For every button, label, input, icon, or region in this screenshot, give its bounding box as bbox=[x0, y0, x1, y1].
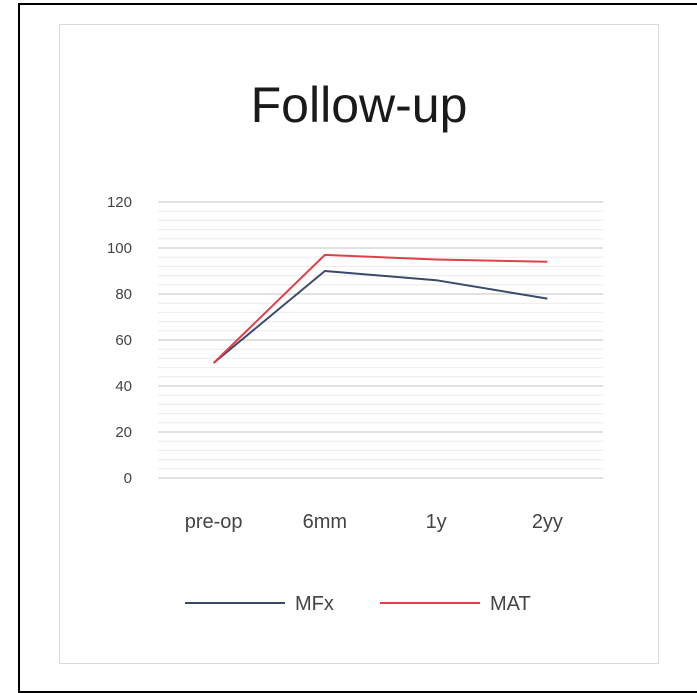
series-line-mfx bbox=[212, 270, 548, 364]
y-tick-label: 20 bbox=[115, 424, 132, 441]
gridlines bbox=[158, 201, 603, 479]
series-line-mat bbox=[212, 253, 548, 364]
x-category-label: 1y bbox=[426, 511, 447, 533]
y-tick-label: 40 bbox=[115, 378, 132, 395]
x-axis-ticks: pre-op 6mm 1y 2yy bbox=[185, 511, 563, 533]
x-category-label: 6mm bbox=[303, 511, 347, 533]
y-tick-label: 80 bbox=[115, 286, 132, 303]
y-axis-ticks: 0 20 40 60 80 100 120 bbox=[107, 194, 132, 487]
y-tick-label: 100 bbox=[107, 240, 132, 257]
chart-title: Follow-up bbox=[250, 77, 468, 133]
chart-card bbox=[59, 24, 659, 664]
legend-label: MAT bbox=[490, 593, 531, 615]
series-lines bbox=[212, 253, 548, 364]
legend: MFx MAT bbox=[185, 593, 531, 615]
y-tick-label: 120 bbox=[107, 194, 132, 211]
legend-label: MFx bbox=[295, 593, 334, 615]
x-category-label: 2yy bbox=[532, 511, 563, 533]
y-tick-label: 60 bbox=[115, 332, 132, 349]
y-tick-label: 0 bbox=[124, 470, 132, 487]
x-category-label: pre-op bbox=[185, 511, 243, 533]
